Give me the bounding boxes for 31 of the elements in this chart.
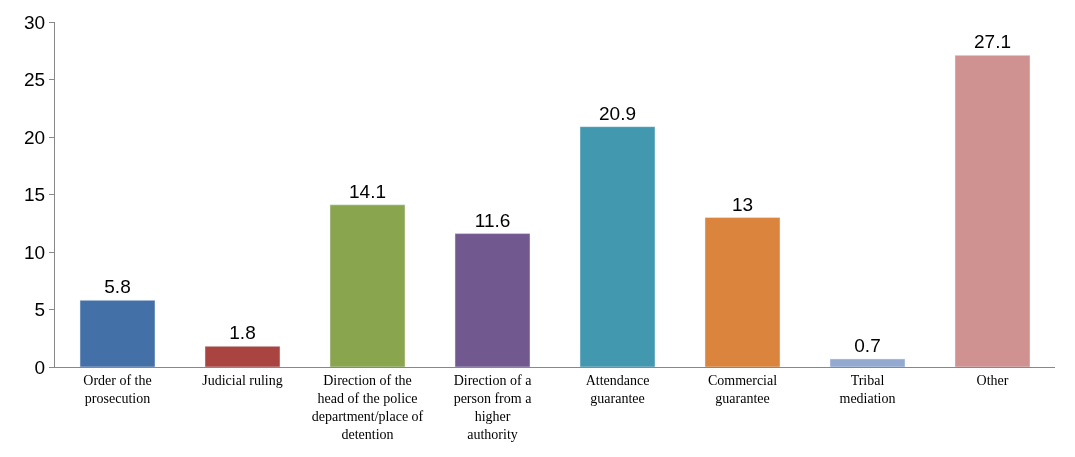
x-tick-label: Order of the prosecution xyxy=(83,372,152,406)
y-tick-label: 15 xyxy=(24,184,46,206)
data-label: 20.9 xyxy=(599,102,636,124)
x-tick-label: Direction of a person from a higher authority xyxy=(453,372,533,443)
y-tick-label: 20 xyxy=(24,126,46,148)
y-tick-label: 5 xyxy=(34,299,46,321)
data-label: 11.6 xyxy=(474,209,511,231)
x-tick-label: Other xyxy=(976,372,1009,388)
y-tick-label: 30 xyxy=(24,11,46,33)
data-label: 1.8 xyxy=(229,322,256,344)
y-tick-label: 10 xyxy=(24,241,46,263)
data-label: 27.1 xyxy=(974,31,1011,53)
y-tick-label: 0 xyxy=(34,356,46,378)
x-tick-label: Attendance guarantee xyxy=(585,372,650,406)
bar xyxy=(954,55,1031,367)
x-tick-label: Direction of the head of the police department/place of detention xyxy=(311,372,424,443)
bar xyxy=(79,300,156,367)
bar xyxy=(704,217,781,367)
x-tick-label: Commercial guarantee xyxy=(707,372,778,406)
data-label: 14.1 xyxy=(349,180,386,202)
x-tick-label: Judicial ruling xyxy=(202,372,283,388)
bar xyxy=(829,358,906,367)
bar xyxy=(454,233,531,367)
data-label: 0.7 xyxy=(854,334,881,356)
x-tick-label: Tribal mediation xyxy=(839,372,896,406)
bar xyxy=(329,204,406,367)
y-tick-label: 25 xyxy=(24,69,46,91)
data-label: 5.8 xyxy=(104,276,131,298)
bar xyxy=(579,126,656,367)
data-label: 13 xyxy=(731,193,754,215)
bar xyxy=(204,346,281,367)
